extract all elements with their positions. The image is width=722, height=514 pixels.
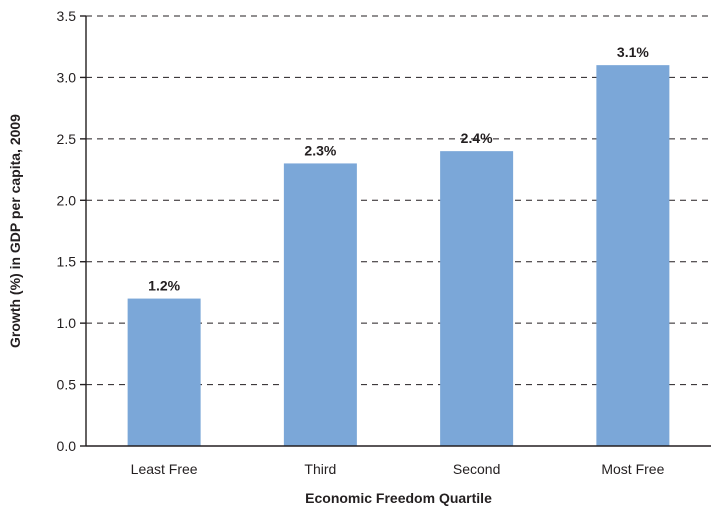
bar — [127, 298, 201, 446]
x-tick-label: Third — [304, 461, 336, 477]
y-axis-title: Growth (%) in GDP per capita, 2009 — [7, 114, 23, 348]
x-axis-title: Economic Freedom Quartile — [305, 490, 492, 506]
y-axis-ticks: 0.0 0.5 1.0 1.5 2.0 2.5 3.0 3.5 — [57, 8, 86, 454]
bar — [440, 151, 514, 446]
x-tick-label: Second — [453, 461, 500, 477]
y-tick-label: 2.5 — [57, 131, 77, 147]
data-label: 2.3% — [304, 142, 336, 158]
x-tick-label: Most Free — [601, 461, 664, 477]
y-tick-label: 3.0 — [57, 69, 77, 85]
y-tick-label: 0.5 — [57, 377, 77, 393]
data-label: 3.1% — [617, 44, 649, 60]
bar — [596, 65, 670, 447]
data-label: 1.2% — [148, 278, 180, 294]
x-axis-ticks: Least Free Third Second Most Free — [131, 461, 665, 477]
data-label: 2.4% — [461, 130, 493, 146]
bars — [127, 65, 670, 447]
data-labels: 1.2% 2.3% 2.4% 3.1% — [148, 44, 649, 293]
y-tick-label: 1.0 — [57, 315, 77, 331]
x-tick-label: Least Free — [131, 461, 198, 477]
bar — [283, 163, 357, 446]
y-tick-label: 3.5 — [57, 8, 77, 24]
y-tick-label: 2.0 — [57, 192, 77, 208]
y-tick-label: 1.5 — [57, 254, 77, 270]
y-tick-label: 0.0 — [57, 438, 77, 454]
